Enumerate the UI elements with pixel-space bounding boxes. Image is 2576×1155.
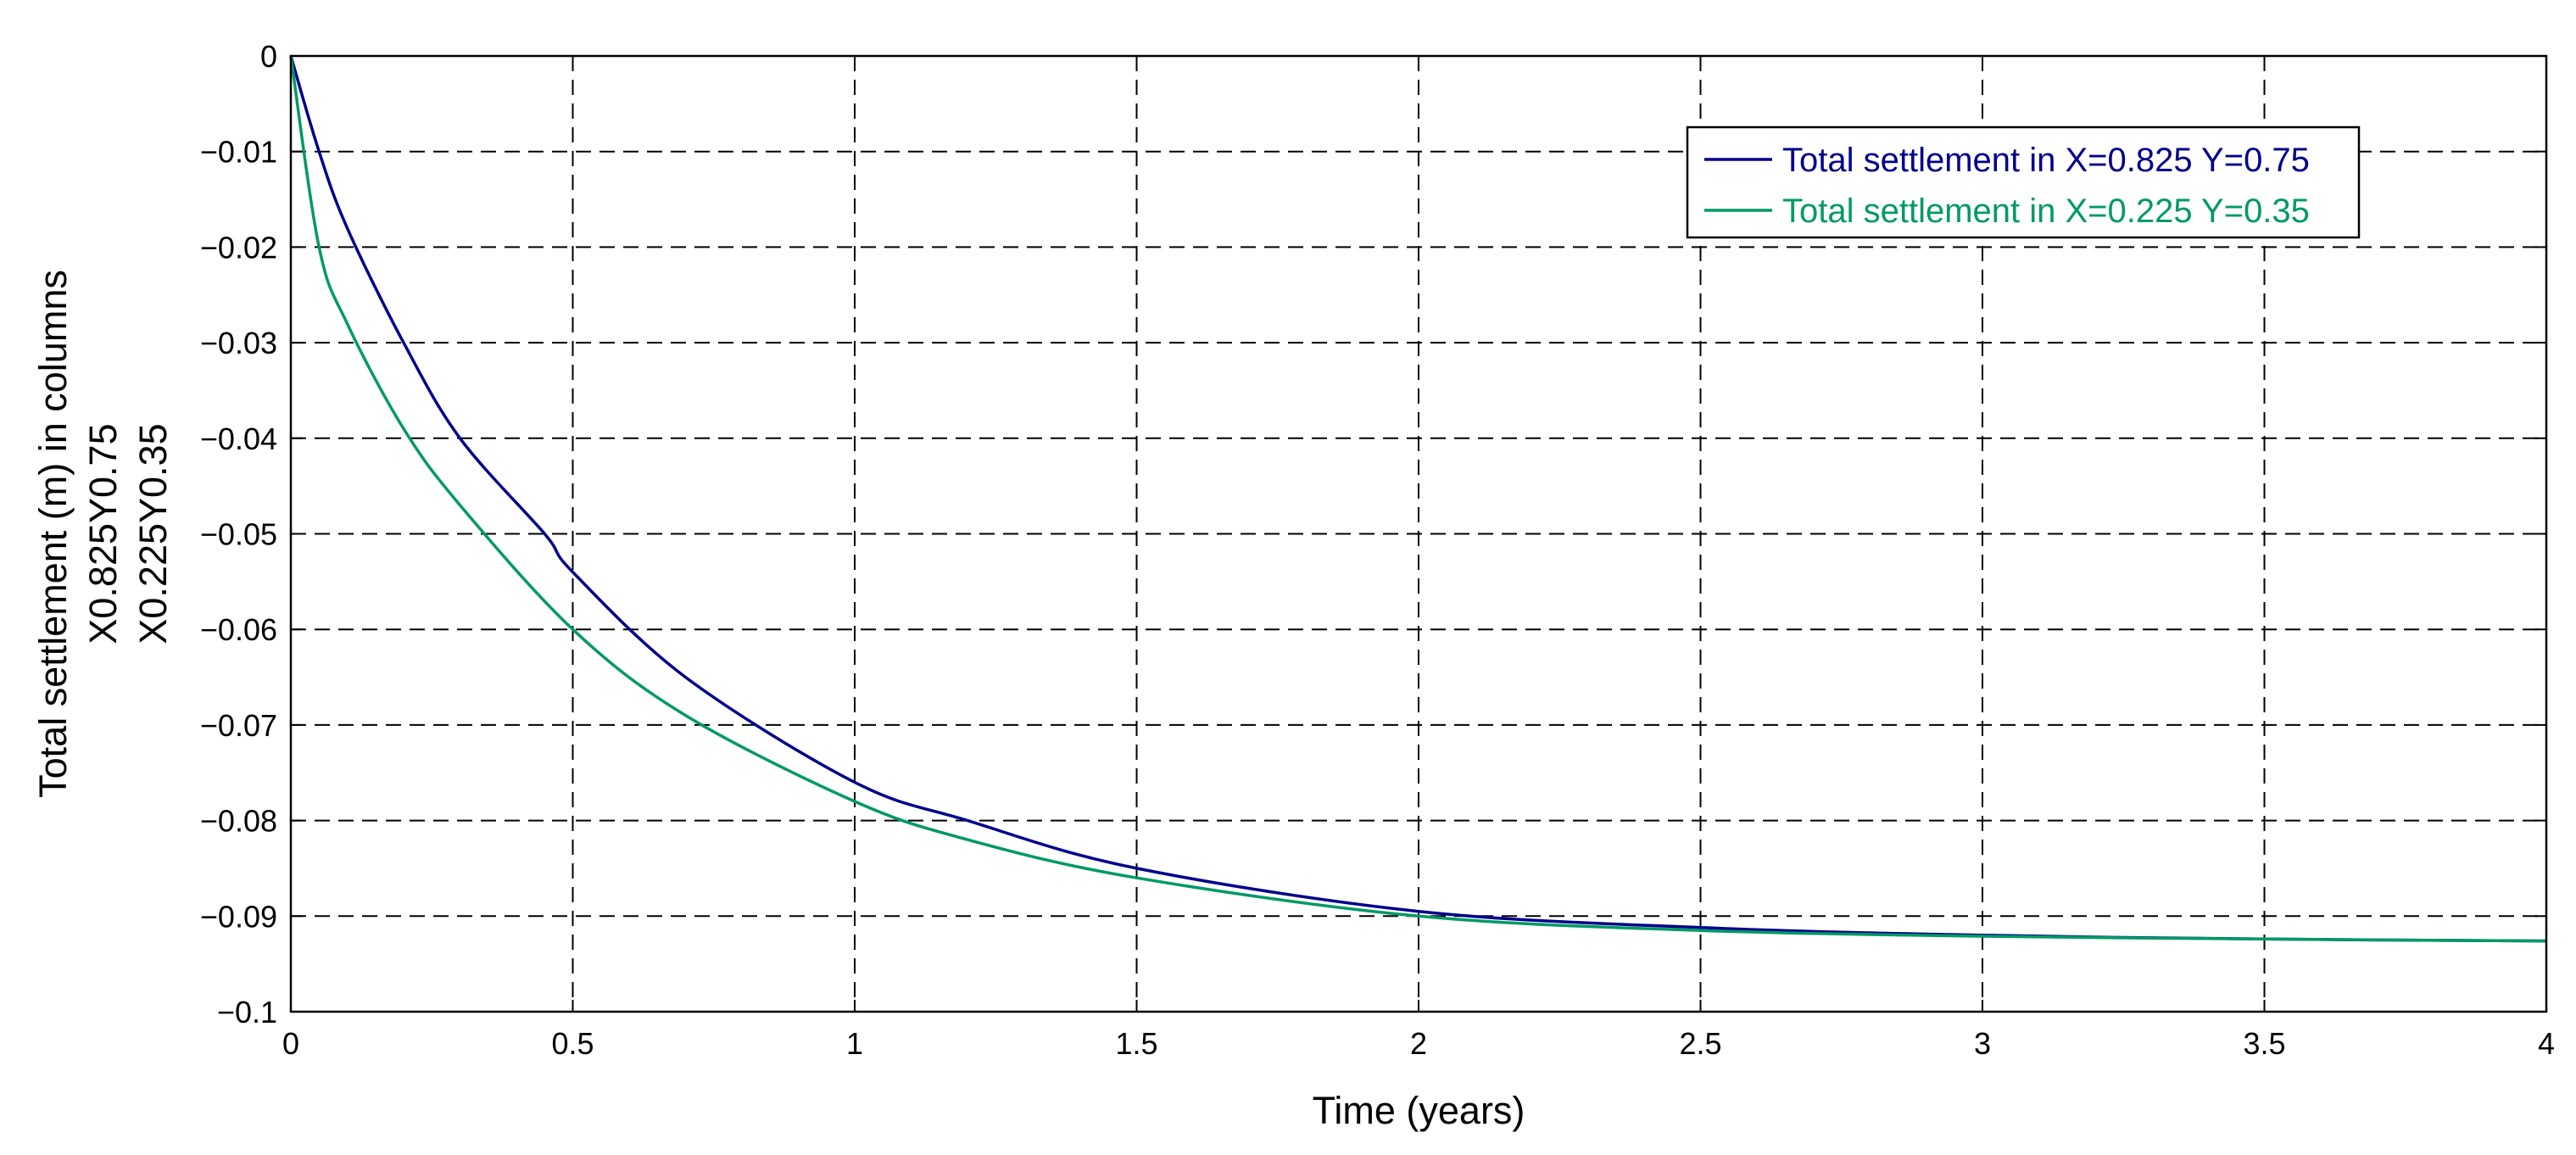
- y-tick-label: −0.08: [200, 804, 277, 839]
- x-tick-label: 4: [2538, 1026, 2555, 1061]
- y-tick-label: −0.04: [200, 421, 277, 456]
- x-tick-label: 1.5: [1115, 1026, 1157, 1061]
- y-tick-label: −0.07: [200, 708, 277, 743]
- series-line-2: [289, 55, 2547, 943]
- legend-label: Total settlement in X=0.225 Y=0.35: [1782, 192, 2310, 230]
- tick-marks: [290, 55, 2547, 1013]
- y-axis-title: Total settlement (m) in columns X0.825Y0.…: [31, 270, 175, 798]
- y-tick-labels: 0 −0.01 −0.02 −0.03 −0.04 −0.05 −0.06 −0.07 −0.0…: [200, 39, 277, 1029]
- y-tick-label: −0.05: [200, 517, 277, 552]
- y-axis-title-line: Total settlement (m) in columns: [31, 270, 75, 798]
- x-tick-label: 0: [282, 1026, 299, 1061]
- y-tick-label: −0.03: [200, 326, 277, 360]
- y-tick-label: −0.09: [200, 899, 277, 934]
- x-tick-label: 3: [1974, 1026, 1991, 1061]
- y-axis-title-line: X0.225Y0.35: [131, 423, 175, 644]
- y-tick-label: −0.06: [200, 612, 277, 647]
- y-tick-label: −0.02: [200, 230, 277, 265]
- y-tick-label: −0.01: [200, 135, 277, 170]
- x-tick-label: 3.5: [2243, 1026, 2285, 1061]
- x-tick-label: 2.5: [1679, 1026, 1721, 1061]
- y-axis-title-line: X0.825Y0.75: [81, 423, 125, 644]
- series-lines: [289, 55, 2547, 943]
- x-tick-label: 2: [1410, 1026, 1427, 1061]
- x-tick-label: 0.5: [551, 1026, 594, 1061]
- x-tick-label: 1: [846, 1026, 863, 1061]
- x-axis-title: Time (years): [1313, 1089, 1525, 1132]
- legend-box: [1686, 126, 2361, 239]
- y-tick-label: −0.1: [217, 995, 277, 1029]
- y-tick-label: 0: [260, 39, 277, 74]
- x-tick-labels: 0 0.5 1 1.5 2 2.5 3 3.5 4: [282, 1026, 2555, 1061]
- legend-label: Total settlement in X=0.825 Y=0.75: [1782, 142, 2310, 179]
- legend: Total settlement in X=0.825 Y=0.75 Total …: [1686, 126, 2361, 239]
